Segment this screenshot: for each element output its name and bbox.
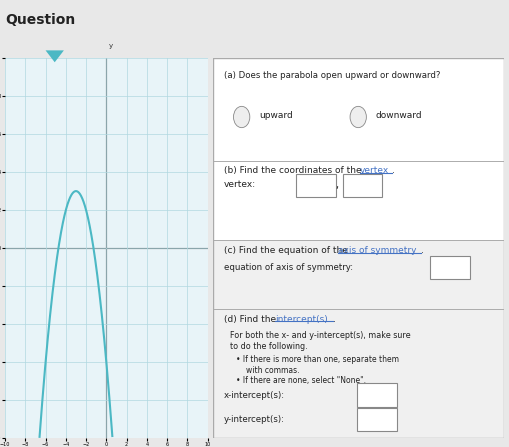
Text: (b) Find the coordinates of the: (b) Find the coordinates of the	[224, 166, 364, 175]
Text: vertex:: vertex:	[224, 180, 257, 189]
FancyBboxPatch shape	[296, 173, 336, 197]
Text: • If there are none, select "None".: • If there are none, select "None".	[236, 376, 366, 385]
Text: • If there is more than one, separate them: • If there is more than one, separate th…	[236, 355, 399, 364]
Text: For both the x- and y-intercept(s), make sure: For both the x- and y-intercept(s), make…	[230, 330, 411, 340]
Text: with commas.: with commas.	[246, 366, 299, 375]
FancyBboxPatch shape	[357, 384, 397, 406]
Text: (c) Find the equation of the: (c) Find the equation of the	[224, 246, 351, 255]
Text: Question: Question	[5, 13, 75, 27]
Text: upward: upward	[259, 111, 293, 120]
Text: .: .	[333, 315, 336, 324]
Text: downward: downward	[376, 111, 422, 120]
FancyBboxPatch shape	[357, 408, 397, 431]
Polygon shape	[46, 51, 64, 62]
Text: equation of axis of symmetry:: equation of axis of symmetry:	[224, 263, 353, 272]
Text: x-intercept(s):: x-intercept(s):	[224, 391, 286, 400]
FancyBboxPatch shape	[213, 58, 504, 161]
FancyBboxPatch shape	[430, 256, 470, 279]
Text: y: y	[108, 42, 112, 49]
Text: to do the following.: to do the following.	[230, 342, 307, 351]
Text: (d) Find the: (d) Find the	[224, 315, 279, 324]
Text: .: .	[392, 166, 394, 175]
Text: .: .	[421, 246, 423, 255]
FancyBboxPatch shape	[213, 309, 504, 438]
Text: x: x	[213, 238, 217, 244]
Text: (a) Does the parabola open upward or downward?: (a) Does the parabola open upward or dow…	[224, 72, 441, 80]
Text: ,: ,	[335, 181, 338, 190]
Circle shape	[350, 106, 366, 128]
Text: axis of symmetry: axis of symmetry	[338, 246, 416, 255]
FancyBboxPatch shape	[343, 173, 382, 197]
Text: intercept(s): intercept(s)	[275, 315, 328, 324]
Text: vertex: vertex	[360, 166, 389, 175]
FancyBboxPatch shape	[213, 240, 504, 309]
FancyBboxPatch shape	[213, 161, 504, 240]
Text: y-intercept(s):: y-intercept(s):	[224, 415, 285, 424]
Circle shape	[234, 106, 250, 128]
